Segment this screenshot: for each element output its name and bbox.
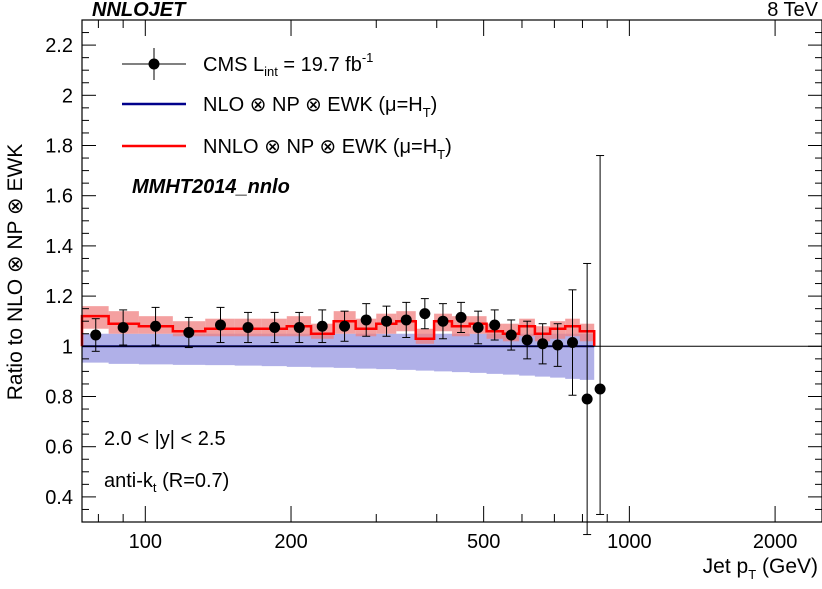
- cms-data-point: [455, 311, 467, 323]
- cms-data-point: [150, 320, 162, 332]
- y-tick-label: 0.6: [45, 437, 73, 459]
- pdf-set-label: MMHT2014_nnlo: [132, 176, 290, 198]
- legend: CMS Lint = 19.7 fb-1 NLO ⊗ NP ⊗ EWK (μ=HT…: [122, 48, 452, 162]
- x-tick-label: 1000: [607, 531, 652, 553]
- x-tick-label: 500: [467, 531, 500, 553]
- cms-data-point: [581, 393, 593, 405]
- cms-data-point: [505, 329, 517, 341]
- cms-data-point: [316, 320, 328, 332]
- cms-data-point: [400, 314, 412, 326]
- y-tick-label: 1.2: [45, 286, 73, 308]
- y-tick-label: 0.4: [45, 487, 73, 509]
- nnlo-band-bin: [82, 306, 109, 329]
- y-tick-label: 1.8: [45, 136, 73, 158]
- energy-label: 8 TeV: [767, 0, 818, 21]
- cms-data-point: [214, 319, 226, 331]
- cms-data-point: [293, 321, 305, 333]
- cms-data-point: [489, 319, 501, 331]
- cms-data-point: [90, 329, 102, 341]
- y-tick-label: 1.4: [45, 236, 73, 258]
- legend-nnlo-label: NNLO ⊗ NP ⊗ EWK (μ=HT): [203, 136, 452, 162]
- y-tick-label: 1.6: [45, 186, 73, 208]
- nnlojet-label: NNLOJET: [92, 0, 187, 21]
- x-tick-label: 100: [129, 531, 162, 553]
- cms-data-point: [242, 321, 254, 333]
- x-tick-label: 200: [274, 531, 307, 553]
- x-tick-label: 2000: [753, 531, 798, 553]
- nlo-scale-band: [82, 333, 595, 380]
- cms-data-point: [594, 383, 606, 395]
- cms-data-point: [537, 338, 549, 350]
- cms-data-point: [183, 326, 195, 338]
- y-tick-label: 2.2: [45, 35, 73, 57]
- cms-data-point: [437, 315, 449, 327]
- cms-data-point: [419, 308, 431, 320]
- legend-cms-label: CMS Lint = 19.7 fb-1: [203, 50, 373, 79]
- cms-data-point: [339, 320, 351, 332]
- cms-data-point: [567, 337, 579, 349]
- cms-data-point: [381, 315, 393, 327]
- y-tick-label: 1: [62, 336, 73, 358]
- y-tick-label: 0.8: [45, 387, 73, 409]
- legend-cms-marker: [148, 58, 160, 70]
- legend-nlo-label: NLO ⊗ NP ⊗ EWK (μ=HT): [203, 94, 437, 120]
- cms-data-point: [269, 321, 281, 333]
- cms-data-point: [472, 321, 484, 333]
- x-axis-title: Jet pT (GeV): [703, 555, 818, 582]
- cms-data-point: [521, 334, 533, 346]
- cms-data-point: [117, 321, 129, 333]
- y-axis-title: Ratio to NLO ⊗ NP ⊗ EWK: [4, 144, 27, 401]
- nnlo-band-bin: [415, 328, 435, 344]
- rapidity-label: 2.0 < |y| < 2.5: [104, 428, 226, 450]
- y-tick-label: 2: [62, 85, 73, 107]
- algorithm-label: anti-kt (R=0.7): [104, 470, 229, 495]
- cms-data-point: [360, 314, 372, 326]
- cms-data-point: [552, 339, 564, 351]
